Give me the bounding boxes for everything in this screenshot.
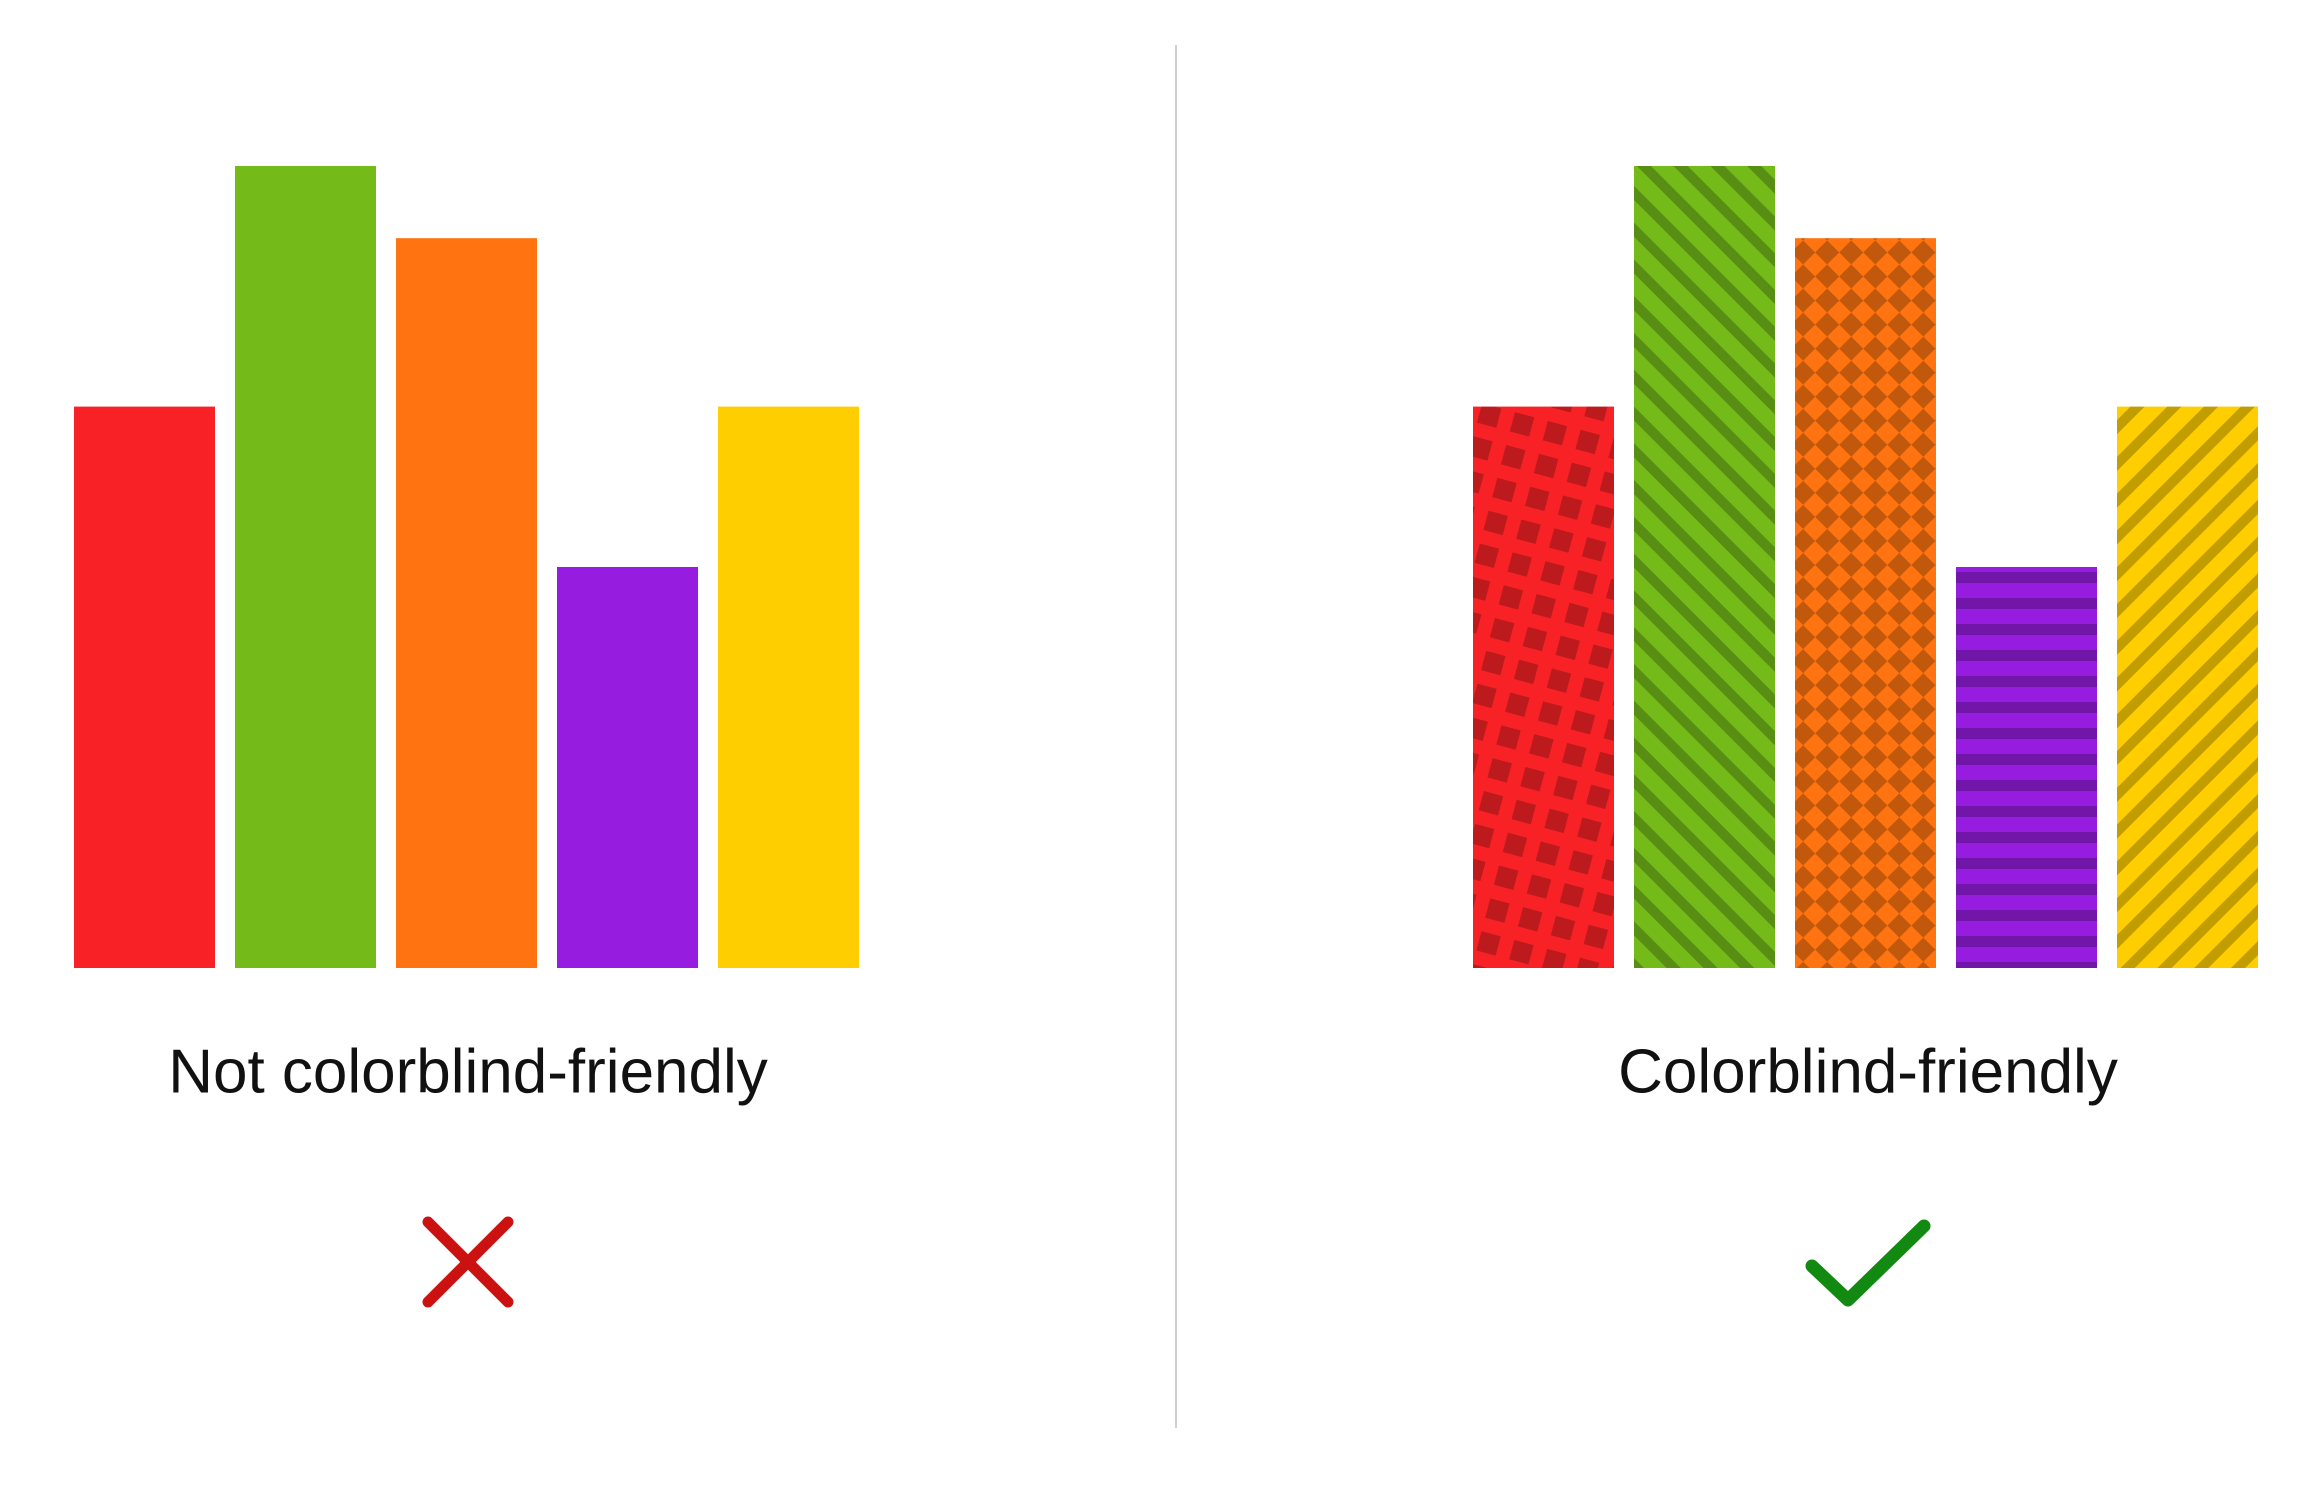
bar [235, 166, 376, 968]
bar [2117, 406, 2258, 969]
caption: Colorblind-friendly [1618, 1037, 2118, 1106]
bar [74, 406, 215, 969]
bar [1634, 166, 1775, 968]
bar [1956, 567, 2097, 968]
check-icon [1805, 1219, 1931, 1307]
bar [1795, 238, 1936, 968]
bar [396, 238, 537, 968]
bar [1473, 406, 1614, 969]
bar [557, 567, 698, 968]
cross-icon [422, 1216, 514, 1308]
bar [718, 406, 859, 969]
caption: Not colorblind-friendly [168, 1037, 768, 1106]
